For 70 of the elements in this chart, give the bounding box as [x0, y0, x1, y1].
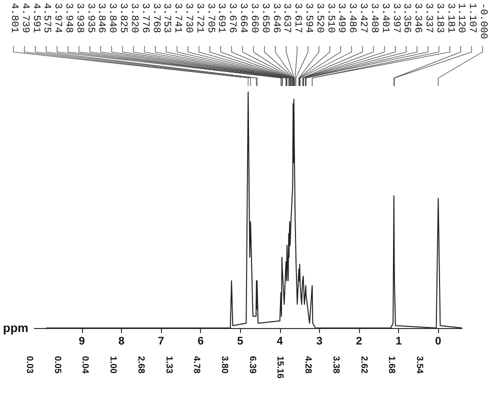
text: 3.691: [215, 3, 226, 34]
text: 3.753: [160, 3, 172, 34]
text: 3.356: [400, 3, 412, 34]
text: 3.181: [444, 3, 456, 34]
text: 3.948: [62, 3, 74, 34]
text: 3.337: [422, 3, 434, 34]
text: 0.05: [52, 356, 63, 374]
text: 4.575: [40, 3, 52, 34]
text: 3.705: [204, 3, 216, 34]
x-tick-label: 4: [276, 336, 284, 348]
text: 3.935: [84, 3, 96, 34]
text: 0.03: [25, 356, 35, 374]
x-tick-label: 5: [237, 336, 244, 348]
text: 3.38: [331, 356, 342, 374]
text: 3.846: [95, 3, 106, 34]
text: 3.499: [335, 3, 346, 34]
text: 3.660: [248, 3, 259, 34]
text: 1.120: [455, 3, 466, 34]
text: 4.739: [18, 3, 30, 34]
text: 4.78: [192, 356, 202, 374]
x-tick-label: 3: [316, 336, 323, 348]
text: 3.520: [313, 3, 324, 34]
text: 1.00: [108, 356, 119, 374]
text: 3.840: [106, 3, 118, 34]
text: 4.591: [30, 3, 41, 34]
x-tick-label: 9: [78, 336, 85, 348]
text: 3.397: [390, 3, 401, 34]
text: 3.427: [357, 3, 368, 34]
text: 3.646: [270, 3, 281, 34]
text: 3.721: [193, 3, 204, 34]
x-tick-label: 8: [118, 336, 125, 348]
text: 3.183: [433, 3, 444, 34]
text: 2.68: [136, 356, 146, 374]
text: 3.346: [412, 3, 423, 34]
text: 3.617: [292, 3, 303, 34]
text: 0.04: [80, 356, 91, 374]
x-axis-title: ppm: [2, 321, 28, 335]
text: 1.107: [466, 3, 478, 34]
text: 4.28: [304, 356, 314, 374]
text: 3.825: [117, 3, 128, 34]
text: 3.637: [280, 3, 292, 34]
text: 3.594: [302, 3, 314, 34]
text: 3.80: [220, 356, 230, 374]
text: 1.33: [164, 356, 174, 374]
text: 3.408: [368, 3, 379, 34]
text: 3.776: [138, 3, 150, 34]
text: 3.401: [378, 3, 390, 34]
text: 3.938: [73, 3, 84, 34]
text: 15.16: [276, 356, 286, 379]
x-tick-label: 1: [396, 336, 402, 348]
text: 3.730: [182, 3, 194, 34]
text: 1.68: [387, 356, 398, 374]
x-tick-label: 0: [435, 336, 442, 348]
text: 3.741: [172, 3, 183, 34]
text: 3.974: [52, 3, 63, 34]
text: 3.664: [237, 3, 248, 34]
x-tick-label: 6: [198, 336, 204, 348]
x-tick-label: 2: [356, 336, 362, 348]
text: 3.676: [226, 3, 238, 34]
text: 3.768: [150, 3, 161, 34]
x-tick-label: 7: [158, 336, 164, 348]
text: 3.820: [128, 3, 139, 34]
text: 2.62: [359, 356, 370, 374]
text: 3.486: [346, 3, 358, 34]
text: 3.650: [258, 3, 270, 34]
text: 3.54: [415, 356, 425, 374]
text: 3.510: [324, 3, 336, 34]
text: -0.000: [477, 3, 488, 40]
text: 6.39: [248, 356, 258, 374]
text: 4.801: [8, 3, 19, 34]
